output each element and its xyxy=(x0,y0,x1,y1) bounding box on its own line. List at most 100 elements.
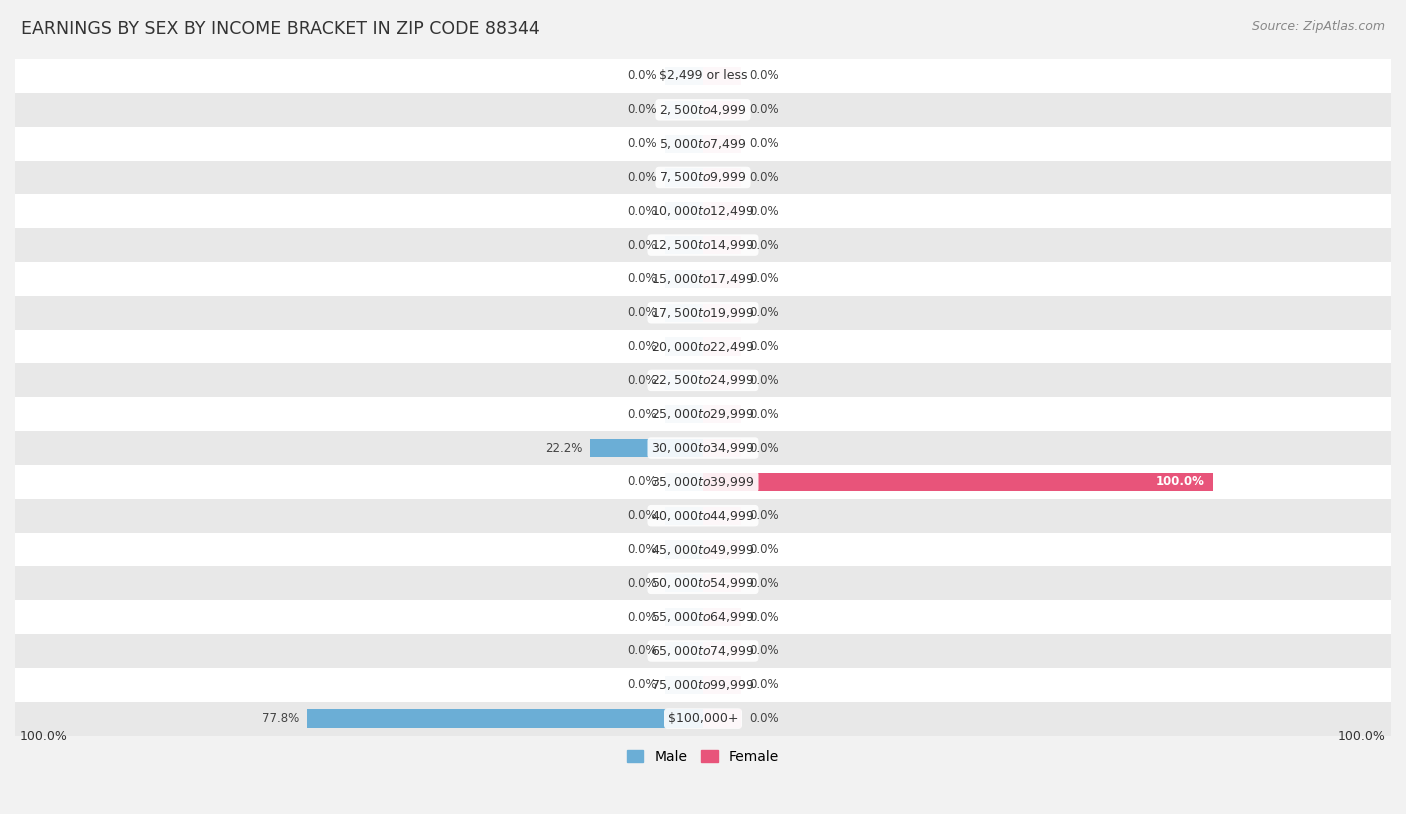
Bar xyxy=(15,364,1391,397)
Text: $12,500 to $14,999: $12,500 to $14,999 xyxy=(651,239,755,252)
Text: 0.0%: 0.0% xyxy=(627,678,657,691)
Bar xyxy=(703,269,741,288)
Text: 0.0%: 0.0% xyxy=(627,510,657,523)
Text: 0.0%: 0.0% xyxy=(749,137,779,150)
Text: 0.0%: 0.0% xyxy=(627,103,657,116)
Text: EARNINGS BY SEX BY INCOME BRACKET IN ZIP CODE 88344: EARNINGS BY SEX BY INCOME BRACKET IN ZIP… xyxy=(21,20,540,38)
Text: $2,499 or less: $2,499 or less xyxy=(659,69,747,82)
Text: 100.0%: 100.0% xyxy=(1156,475,1205,488)
Bar xyxy=(15,499,1391,532)
Text: $10,000 to $12,499: $10,000 to $12,499 xyxy=(651,204,755,218)
Text: $40,000 to $44,999: $40,000 to $44,999 xyxy=(651,509,755,523)
Text: $55,000 to $64,999: $55,000 to $64,999 xyxy=(651,610,755,624)
Bar xyxy=(703,608,741,626)
Text: $2,500 to $4,999: $2,500 to $4,999 xyxy=(659,103,747,117)
Text: 0.0%: 0.0% xyxy=(627,475,657,488)
Bar xyxy=(703,67,741,85)
Bar xyxy=(665,338,703,356)
Bar xyxy=(665,574,703,593)
Text: $22,500 to $24,999: $22,500 to $24,999 xyxy=(651,374,755,387)
Text: 0.0%: 0.0% xyxy=(627,340,657,353)
Text: $5,000 to $7,499: $5,000 to $7,499 xyxy=(659,137,747,151)
Bar xyxy=(665,304,703,322)
Bar xyxy=(703,202,741,221)
Text: 0.0%: 0.0% xyxy=(749,610,779,624)
Bar xyxy=(15,160,1391,195)
Bar xyxy=(703,168,741,186)
Bar xyxy=(15,127,1391,160)
Bar xyxy=(665,202,703,221)
Text: 100.0%: 100.0% xyxy=(1339,729,1386,742)
Text: 0.0%: 0.0% xyxy=(627,374,657,387)
Text: 0.0%: 0.0% xyxy=(749,645,779,658)
Bar xyxy=(665,608,703,626)
Text: $50,000 to $54,999: $50,000 to $54,999 xyxy=(651,576,755,590)
Text: 0.0%: 0.0% xyxy=(627,543,657,556)
Text: 0.0%: 0.0% xyxy=(749,273,779,286)
Text: 0.0%: 0.0% xyxy=(749,510,779,523)
Text: 0.0%: 0.0% xyxy=(627,577,657,590)
Text: 0.0%: 0.0% xyxy=(749,239,779,252)
Bar xyxy=(703,101,741,119)
Bar xyxy=(703,676,741,694)
Text: $100,000+: $100,000+ xyxy=(668,712,738,725)
Text: 0.0%: 0.0% xyxy=(627,205,657,218)
Bar xyxy=(703,642,741,660)
Bar xyxy=(15,262,1391,295)
Text: 0.0%: 0.0% xyxy=(749,171,779,184)
Bar xyxy=(15,667,1391,702)
Bar xyxy=(665,101,703,119)
Bar xyxy=(703,506,741,525)
Text: $20,000 to $22,499: $20,000 to $22,499 xyxy=(651,339,755,353)
Bar xyxy=(665,168,703,186)
Text: 0.0%: 0.0% xyxy=(627,273,657,286)
Text: 0.0%: 0.0% xyxy=(627,408,657,421)
Bar xyxy=(15,634,1391,667)
Text: 77.8%: 77.8% xyxy=(262,712,299,725)
Text: 0.0%: 0.0% xyxy=(749,306,779,319)
Text: $7,500 to $9,999: $7,500 to $9,999 xyxy=(659,170,747,185)
Text: 0.0%: 0.0% xyxy=(749,408,779,421)
Bar xyxy=(703,304,741,322)
Bar xyxy=(665,506,703,525)
Text: $45,000 to $49,999: $45,000 to $49,999 xyxy=(651,542,755,557)
Bar xyxy=(15,702,1391,736)
Bar xyxy=(665,236,703,254)
Text: $75,000 to $99,999: $75,000 to $99,999 xyxy=(651,678,755,692)
Text: 0.0%: 0.0% xyxy=(749,543,779,556)
Text: 0.0%: 0.0% xyxy=(749,340,779,353)
Text: $25,000 to $29,999: $25,000 to $29,999 xyxy=(651,407,755,421)
Text: 0.0%: 0.0% xyxy=(749,441,779,454)
Bar xyxy=(15,431,1391,465)
Bar xyxy=(703,540,741,558)
Bar xyxy=(665,67,703,85)
Bar xyxy=(665,473,703,491)
Text: 100.0%: 100.0% xyxy=(20,729,67,742)
Text: 0.0%: 0.0% xyxy=(627,645,657,658)
Bar xyxy=(665,269,703,288)
Bar xyxy=(703,371,741,390)
Bar xyxy=(15,195,1391,228)
Text: 0.0%: 0.0% xyxy=(627,137,657,150)
Bar xyxy=(665,134,703,153)
Bar xyxy=(15,532,1391,567)
Bar xyxy=(15,295,1391,330)
Text: 0.0%: 0.0% xyxy=(627,306,657,319)
Text: 0.0%: 0.0% xyxy=(749,69,779,82)
Text: 0.0%: 0.0% xyxy=(627,69,657,82)
Bar xyxy=(665,676,703,694)
Bar xyxy=(307,710,703,728)
Bar xyxy=(665,371,703,390)
Text: 0.0%: 0.0% xyxy=(749,103,779,116)
Text: 22.2%: 22.2% xyxy=(546,441,582,454)
Bar xyxy=(703,473,1212,491)
Text: 0.0%: 0.0% xyxy=(627,239,657,252)
Text: 0.0%: 0.0% xyxy=(627,610,657,624)
Bar xyxy=(665,405,703,423)
Text: 0.0%: 0.0% xyxy=(749,712,779,725)
Bar xyxy=(15,465,1391,499)
Text: 0.0%: 0.0% xyxy=(749,374,779,387)
Bar xyxy=(703,405,741,423)
Bar xyxy=(15,600,1391,634)
Text: Source: ZipAtlas.com: Source: ZipAtlas.com xyxy=(1251,20,1385,33)
